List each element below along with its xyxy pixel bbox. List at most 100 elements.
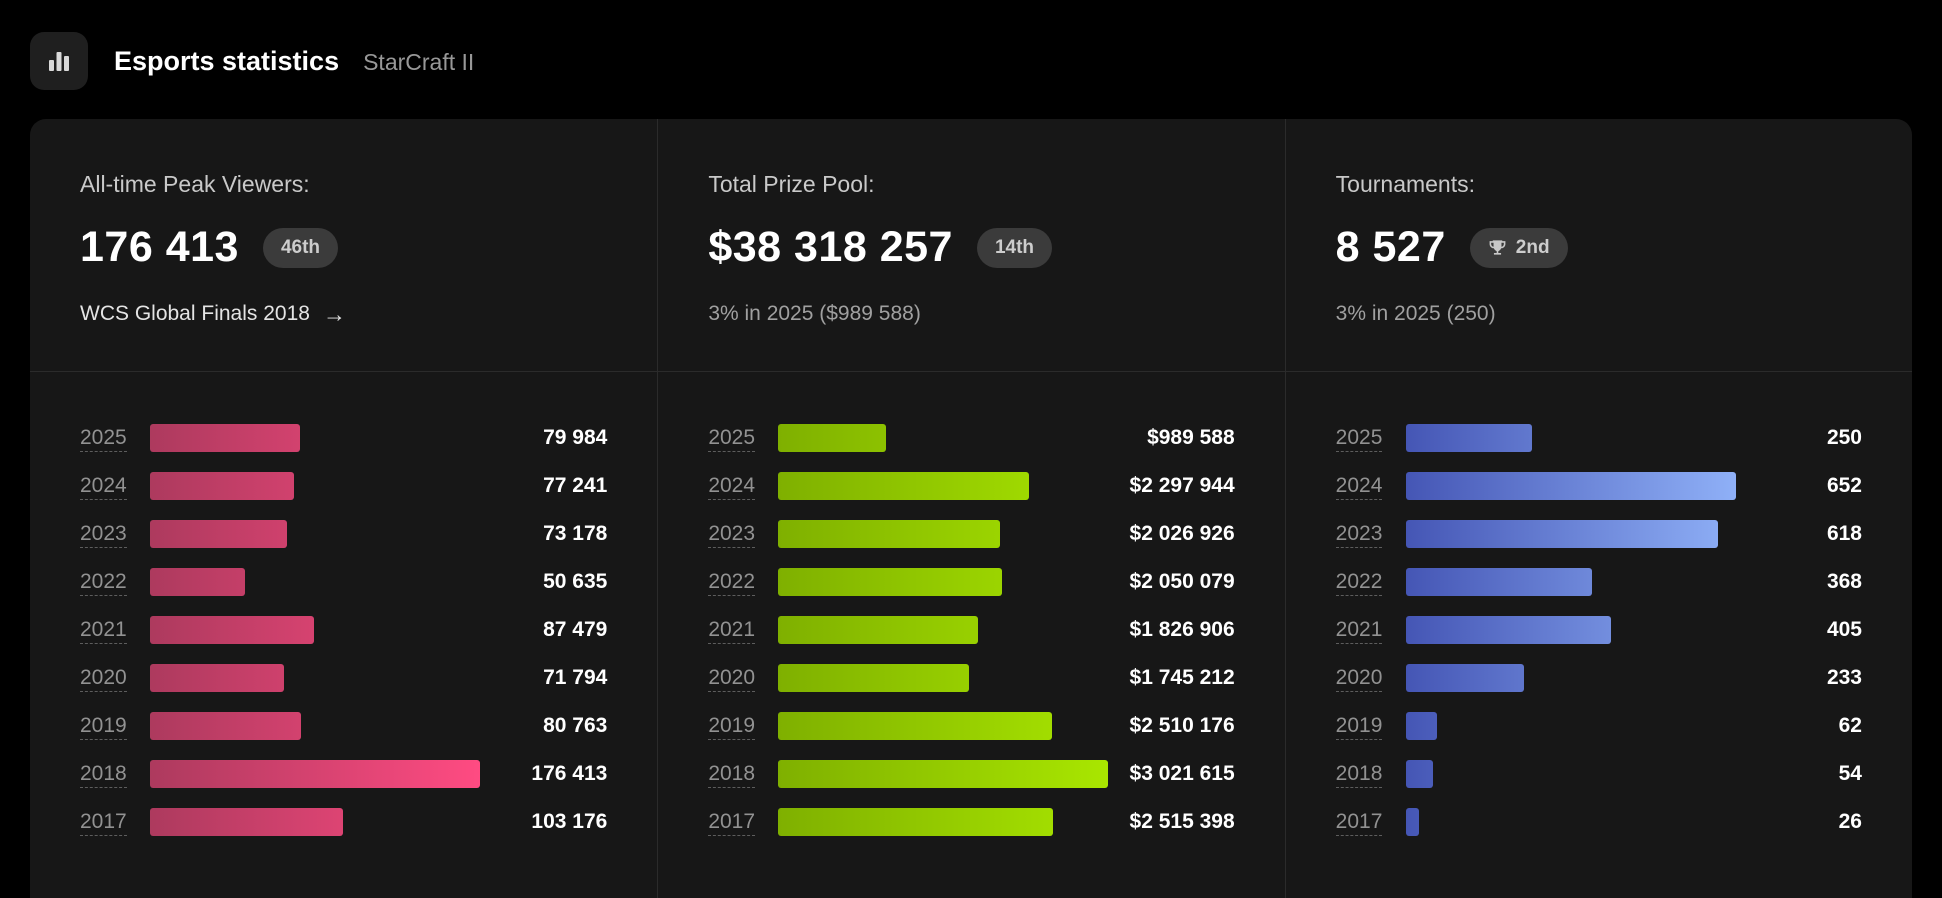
year-cell: 2023: [1335, 522, 1406, 548]
value-bar[interactable]: [150, 760, 480, 788]
year-link[interactable]: 2024: [80, 474, 127, 500]
chart-row: 2018 $3 021 615: [708, 750, 1235, 798]
chart-row: 2017 26: [1335, 798, 1862, 846]
year-link[interactable]: 2024: [708, 474, 756, 500]
value-bar[interactable]: [1405, 808, 1419, 836]
title-group: Esports statistics StarCraft II: [114, 46, 474, 77]
year-link[interactable]: 2018: [708, 762, 756, 788]
trophy-icon: [1489, 240, 1506, 255]
bar-value-label: 176 413: [531, 762, 608, 785]
value-bar[interactable]: [1405, 616, 1611, 644]
value-bar[interactable]: [150, 424, 300, 452]
year-link[interactable]: 2017: [708, 810, 756, 836]
year-link[interactable]: 2025: [708, 426, 756, 452]
bar-track: [1405, 664, 1736, 692]
value-bar[interactable]: [150, 472, 295, 500]
year-link[interactable]: 2025: [1335, 426, 1383, 452]
year-link[interactable]: 2024: [1335, 474, 1383, 500]
year-cell: 2020: [80, 666, 150, 692]
year-link[interactable]: 2017: [80, 810, 127, 836]
bar-track: [150, 808, 480, 836]
year-link[interactable]: 2020: [708, 666, 756, 692]
value-bar[interactable]: [150, 616, 314, 644]
page-title: Esports statistics: [114, 45, 340, 76]
value-bar[interactable]: [778, 568, 1003, 596]
year-link[interactable]: 2025: [80, 426, 127, 452]
year-link[interactable]: 2023: [1335, 522, 1383, 548]
year-link[interactable]: 2020: [1335, 666, 1383, 692]
year-cell: 2024: [1335, 474, 1406, 500]
year-link[interactable]: 2021: [80, 618, 127, 644]
bar-track: [150, 568, 480, 596]
year-cell: 2024: [708, 474, 778, 500]
bar-track: [778, 568, 1108, 596]
year-link[interactable]: 2019: [80, 714, 127, 740]
value-bar[interactable]: [1405, 664, 1524, 692]
bar-track: [150, 616, 480, 644]
chart-row: 2019 62: [1335, 702, 1862, 750]
value-bar[interactable]: [778, 616, 978, 644]
year-link[interactable]: 2023: [708, 522, 756, 548]
value-bar[interactable]: [1405, 568, 1592, 596]
value-bar[interactable]: [778, 808, 1054, 836]
bar-value-label: $989 588: [1147, 426, 1235, 449]
value-bar[interactable]: [150, 520, 287, 548]
stat-title: All-time Peak Viewers:: [80, 171, 310, 197]
bar-value-label: 368: [1826, 570, 1862, 593]
value-bar[interactable]: [150, 808, 343, 836]
value-bar[interactable]: [150, 568, 245, 596]
year-link[interactable]: 2022: [80, 570, 127, 596]
value-bar[interactable]: [778, 520, 1000, 548]
bar-value-label: 50 635: [543, 570, 608, 593]
value-bar[interactable]: [778, 472, 1030, 500]
bar-track: [778, 472, 1108, 500]
arrow-right-icon: →: [322, 300, 346, 327]
bar-track: [1405, 424, 1736, 452]
year-cell: 2018: [708, 762, 778, 788]
record-event-link[interactable]: WCS Global Finals 2018 →: [80, 302, 607, 326]
value-bar[interactable]: [1405, 424, 1533, 452]
year-link[interactable]: 2018: [80, 762, 127, 788]
value-bar[interactable]: [778, 424, 887, 452]
value-bar[interactable]: [1405, 472, 1736, 500]
chart-row: 2021 405: [1335, 606, 1862, 654]
year-link[interactable]: 2019: [1335, 714, 1383, 740]
column-peak-viewers: All-time Peak Viewers: 176 413 46th WCS …: [30, 119, 658, 898]
app-header: Esports statistics StarCraft II: [30, 32, 474, 90]
year-cell: 2021: [80, 618, 150, 644]
bar-value-label: 71 794: [543, 666, 608, 689]
peak-viewers-chart: 2025 79 984 2024 77 241 2023 73 178 2022 50 635…: [30, 372, 657, 846]
value-bar[interactable]: [1405, 712, 1438, 740]
year-link[interactable]: 2021: [708, 618, 756, 644]
stat-value: 176 413: [80, 223, 239, 271]
year-link[interactable]: 2017: [1335, 810, 1383, 836]
year-link[interactable]: 2019: [708, 714, 756, 740]
year-cell: 2017: [1335, 810, 1406, 836]
year-link[interactable]: 2023: [80, 522, 127, 548]
year-link[interactable]: 2021: [1335, 618, 1383, 644]
year-cell: 2025: [1335, 426, 1406, 452]
year-cell: 2017: [708, 810, 778, 836]
value-bar[interactable]: [150, 664, 285, 692]
stat-value-line: 8 527 2nd: [1336, 223, 1862, 272]
chart-row: 2025 79 984: [80, 414, 607, 462]
year-link[interactable]: 2022: [1335, 570, 1383, 596]
value-bar[interactable]: [778, 664, 969, 692]
bar-track: [778, 520, 1108, 548]
game-name: StarCraft II: [363, 48, 475, 75]
value-bar[interactable]: [1405, 760, 1433, 788]
value-bar[interactable]: [150, 712, 302, 740]
bar-value-label: 103 176: [531, 810, 608, 833]
value-bar[interactable]: [1405, 520, 1719, 548]
bar-value-label: 26: [1838, 810, 1862, 833]
value-bar[interactable]: [778, 760, 1109, 788]
bar-track: [150, 712, 480, 740]
year-cell: 2018: [80, 762, 150, 788]
year-link[interactable]: 2018: [1335, 762, 1383, 788]
chart-row: 2022 $2 050 079: [708, 558, 1235, 606]
chart-row: 2021 87 479: [80, 606, 607, 654]
year-link[interactable]: 2022: [708, 570, 756, 596]
stat-note: 3% in 2025 ($989 588): [708, 302, 1234, 326]
value-bar[interactable]: [778, 712, 1053, 740]
year-link[interactable]: 2020: [80, 666, 127, 692]
